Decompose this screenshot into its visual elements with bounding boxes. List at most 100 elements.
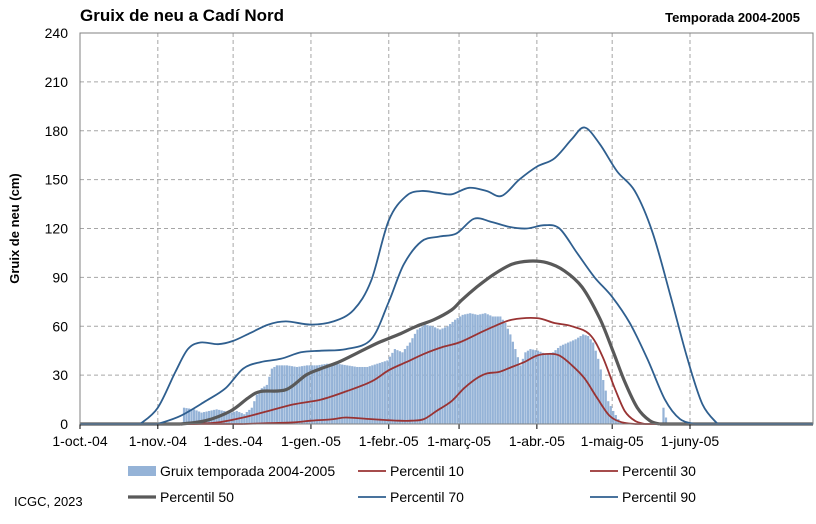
snow-depth-bar: [408, 342, 412, 424]
snow-depth-bar: [381, 362, 384, 424]
snow-depth-bar: [491, 316, 494, 424]
snow-depth-bar: [569, 341, 572, 424]
snow-depth-bar: [388, 356, 391, 424]
snow-depth-bar: [275, 365, 279, 424]
snow-depth-bar: [348, 365, 351, 424]
snow-depth-bar: [243, 414, 246, 424]
snow-depth-bar: [431, 326, 434, 424]
snow-depth-bar: [572, 340, 575, 424]
snow-depth-bar: [549, 352, 552, 424]
series-line-p90: [139, 126, 719, 425]
legend-layer: Gruix temporada 2004-2005 Percentil 10 Per…: [128, 463, 696, 505]
snow-depth-bar: [326, 363, 329, 424]
legend-label: Percentil 70: [390, 489, 464, 505]
y-axis-label: Gruix de neu (cm): [7, 173, 22, 284]
snow-depth-bar: [293, 366, 296, 424]
snow-depth-bar: [192, 409, 196, 424]
snow-depth-bar: [393, 349, 396, 424]
snow-depth-bar: [443, 327, 447, 424]
snow-depth-bar: [320, 364, 324, 424]
series-line-p10: [243, 352, 635, 425]
y-tick-label: 0: [60, 416, 68, 432]
snow-depth-bar: [398, 351, 402, 424]
snow-depth-bar: [664, 417, 668, 424]
snow-depth-bar: [401, 352, 404, 424]
snow-depth-bar: [253, 401, 256, 424]
snow-depth-bar: [521, 358, 525, 424]
snow-depth-bar: [464, 314, 467, 424]
series-line-p30: [192, 317, 646, 425]
snow-depth-bar: [225, 411, 228, 424]
snow-depth-bar: [403, 349, 407, 424]
snow-depth-bar: [589, 339, 592, 424]
snow-depth-bar: [421, 326, 424, 424]
snow-depth-bar: [449, 324, 452, 424]
snow-depth-bar: [511, 341, 514, 424]
plot-frame: [79, 32, 814, 425]
snow-depth-bar: [479, 314, 482, 424]
snow-depth-bar: [451, 321, 454, 424]
x-tick-label: 1-març-05: [427, 433, 491, 449]
snow-depth-bar: [471, 313, 474, 424]
snow-depth-bar: [197, 411, 201, 424]
snow-depth-bar: [318, 364, 321, 424]
snow-depth-bar: [265, 384, 268, 424]
x-tick-label: 1-des.-04: [204, 433, 263, 449]
snow-depth-bar: [456, 318, 459, 424]
snow-depth-bar: [313, 365, 316, 424]
snow-depth-bar: [361, 366, 364, 424]
legend-item-p10: Percentil 10: [358, 463, 464, 479]
snow-depth-bar: [469, 313, 472, 424]
snow-depth-bar: [391, 352, 394, 424]
snow-depth-bar: [273, 366, 276, 424]
snow-depth-bar: [208, 410, 211, 424]
snow-depth-bar: [509, 334, 512, 424]
snow-depth-bar: [368, 366, 371, 424]
snow-depth-bar: [285, 365, 289, 424]
snow-depth-bar: [386, 360, 389, 424]
y-tick-label: 120: [45, 221, 69, 237]
snow-depth-bar: [438, 329, 442, 424]
snow-depth-bar: [504, 322, 507, 424]
snow-depth-bar: [343, 364, 346, 424]
snow-depth-bar: [474, 314, 477, 424]
snow-depth-bar: [597, 358, 600, 424]
snow-depth-bar: [195, 410, 198, 424]
y-tick-label: 180: [45, 123, 69, 139]
snow-depth-bar: [582, 334, 585, 424]
snow-depth-bar: [233, 411, 236, 424]
snow-depth-bar: [609, 406, 612, 424]
snow-depth-bar: [519, 365, 522, 424]
snow-depth-bar: [577, 337, 580, 424]
snow-depth-bar: [411, 338, 414, 424]
snow-depth-bar: [604, 390, 607, 424]
snow-depth-bar: [351, 366, 354, 424]
legend-label: Gruix temporada 2004-2005: [160, 463, 335, 479]
snow-depth-bar: [514, 349, 517, 424]
snow-depth-bar: [539, 351, 542, 424]
snow-depth-bar: [341, 364, 344, 424]
snow-depth-bar: [263, 386, 266, 424]
snow-depth-bar: [230, 412, 233, 424]
snow-depth-bar: [223, 410, 226, 424]
snow-depth-bar: [496, 316, 499, 424]
snow-depth-bar: [290, 366, 294, 424]
snow-depth-bar: [536, 350, 540, 424]
snow-depth-bar: [461, 314, 464, 424]
snow-depth-bar: [205, 411, 208, 424]
snow-depth-bar: [544, 353, 547, 424]
snow-depth-bar: [494, 316, 497, 424]
legend-label: Percentil 10: [390, 463, 464, 479]
snow-depth-bar: [531, 349, 535, 424]
snow-depth-bar: [308, 365, 311, 424]
snow-depth-bar: [602, 380, 605, 424]
legend-item-bars: Gruix temporada 2004-2005: [128, 463, 335, 479]
snow-depth-bar: [556, 347, 560, 424]
snow-depth-bar: [436, 328, 439, 424]
snow-depth-bar: [328, 363, 331, 424]
y-tick-label: 150: [45, 172, 69, 188]
snow-depth-bar: [516, 357, 519, 424]
snow-depth-bar: [358, 366, 361, 424]
snow-depth-bar: [561, 344, 565, 424]
snow-depth-bar: [607, 401, 610, 424]
